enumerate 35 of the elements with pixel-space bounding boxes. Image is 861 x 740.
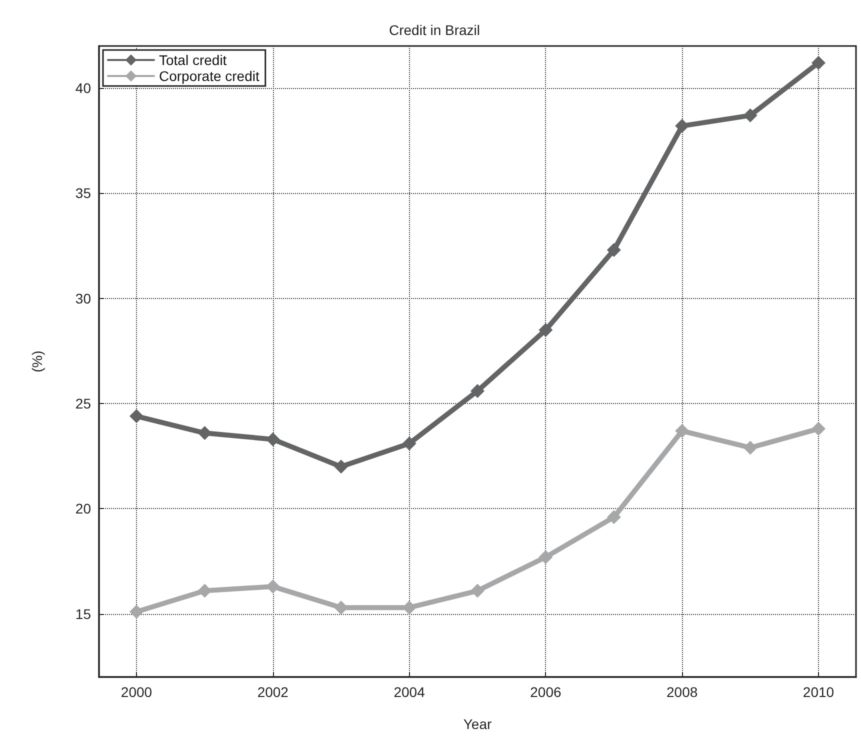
- point: [811, 422, 826, 436]
- x-tick-label: 2002: [257, 684, 289, 700]
- y-tick-label: 35: [75, 185, 92, 202]
- x-tick-label: 2008: [666, 684, 698, 700]
- point: [402, 436, 416, 451]
- y-tick-label: 25: [75, 396, 92, 412]
- point: [606, 510, 621, 524]
- chart-title: Credit in Brazil: [388, 22, 480, 38]
- point: [334, 460, 348, 474]
- point: [130, 409, 144, 424]
- point: [130, 604, 144, 619]
- x-tick-label: 2004: [394, 684, 426, 700]
- point: [743, 440, 758, 455]
- y-tick-label: 15: [75, 606, 92, 622]
- point: [675, 118, 690, 133]
- y-tick-label: 20: [75, 500, 92, 517]
- y-tick-label: 30: [75, 290, 92, 306]
- point: [266, 432, 280, 446]
- point: [538, 550, 553, 564]
- legend-label: Corporate credit: [159, 68, 260, 84]
- point: [811, 56, 826, 70]
- y-tick-label: 40: [75, 80, 92, 96]
- y-axis-title: (%): [29, 350, 45, 372]
- point: [606, 243, 621, 258]
- point: [470, 384, 484, 398]
- legend-label: Total credit: [159, 52, 227, 68]
- x-tick-label: 2006: [530, 684, 562, 700]
- point: [198, 426, 212, 440]
- point: [675, 424, 690, 438]
- point: [538, 322, 553, 337]
- point: [743, 108, 758, 122]
- x-tick-label: 2000: [120, 684, 152, 700]
- x-axis-title: Year: [463, 716, 492, 732]
- point: [470, 584, 484, 598]
- x-tick-label: 2010: [802, 684, 834, 700]
